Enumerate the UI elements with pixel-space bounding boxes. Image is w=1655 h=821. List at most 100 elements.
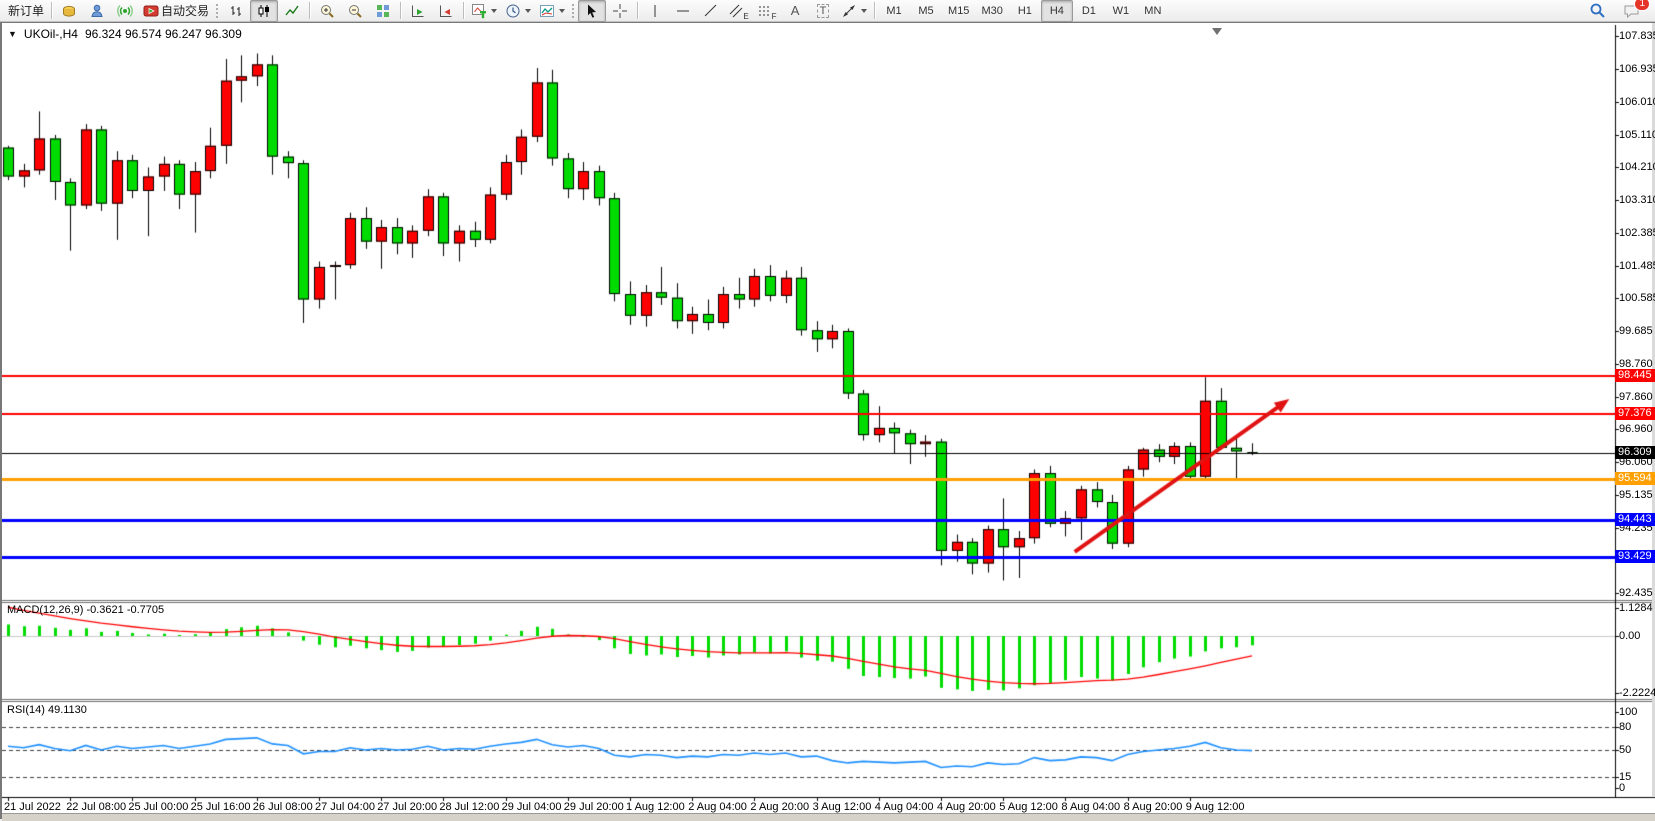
timeframe-m1-button[interactable]: M1 <box>886 4 902 17</box>
time-axis-label: 29 Jul 20:00 <box>563 801 624 813</box>
time-axis-label: 5 Aug 12:00 <box>999 801 1058 813</box>
new-order-button[interactable]: 新订单 <box>4 0 48 22</box>
tile-windows-button[interactable] <box>369 0 397 22</box>
status-strip <box>2 813 1655 821</box>
macd-tick-label: -2.2224 <box>1619 687 1655 700</box>
time-axis-label: 4 Aug 20:00 <box>937 801 996 813</box>
profile-next-icon <box>410 3 426 19</box>
cursor-button[interactable] <box>578 0 607 22</box>
profile-prev-button[interactable] <box>432 0 460 22</box>
indicators-button[interactable] <box>535 0 569 22</box>
signals-button[interactable] <box>111 0 139 22</box>
chevron-down-icon <box>559 8 566 13</box>
crosshair-button[interactable] <box>606 0 634 22</box>
price-tick-label: 92.435 <box>1619 587 1653 599</box>
line-chart-icon <box>284 3 300 19</box>
text-button[interactable]: A <box>781 0 809 22</box>
quick-trade-toggle-icon[interactable]: ▼ <box>8 29 17 39</box>
fibonacci-icon <box>758 3 772 19</box>
search-button[interactable] <box>1583 0 1611 22</box>
text-label-button[interactable]: T <box>809 0 837 22</box>
zoom-out-button[interactable] <box>341 0 369 22</box>
time-axis-label: 22 Jul 08:00 <box>66 801 127 813</box>
timeframe-m15-button[interactable]: M15 <box>948 4 970 17</box>
price-tick-label: 103.310 <box>1619 193 1655 206</box>
time-axis-label: 29 Jul 04:00 <box>501 801 562 813</box>
fibonacci-button[interactable]: F <box>753 0 781 22</box>
rsi-tick-label: 15 <box>1619 770 1632 783</box>
price-tick-label: 98.760 <box>1619 358 1653 371</box>
timeframe-m5-button[interactable]: M5 <box>918 4 934 17</box>
chevron-down-icon <box>491 8 498 13</box>
cursor-icon <box>584 3 600 19</box>
hline-icon <box>675 3 691 19</box>
trendline-button[interactable] <box>697 0 725 22</box>
timeframe-d1-button[interactable]: D1 <box>1081 4 1096 17</box>
chevron-down-icon <box>525 8 532 13</box>
price-tick-label: 107.835 <box>1619 30 1655 42</box>
auto-trading-label: 自动交易 <box>161 4 210 18</box>
price-tick-label: 106.010 <box>1619 96 1655 108</box>
chart-shift-marker-icon[interactable] <box>1212 28 1222 35</box>
macd-tick-label: 1.1284 <box>1619 602 1653 614</box>
price-level-badge: 93.429 <box>1615 550 1655 564</box>
price-tick-label: 96.060 <box>1619 455 1653 468</box>
arrows-icon <box>841 3 857 19</box>
price-level-badge: 97.376 <box>1615 407 1655 421</box>
price-tick-label: 106.935 <box>1619 62 1655 75</box>
chart-symbol-period: UKOil-,H4 <box>23 27 78 41</box>
text-icon: A <box>790 3 800 18</box>
notification-badge: 1 <box>1634 0 1650 11</box>
toolbar-separator <box>309 2 311 19</box>
crosshair-icon <box>612 3 628 19</box>
time-axis-label: 26 Jul 08:00 <box>252 801 313 813</box>
toolbar-separator <box>874 2 876 19</box>
new-order-label: 新订单 <box>8 4 45 18</box>
fibonacci-letter: F <box>771 11 777 21</box>
timeframe-h4-button[interactable]: H4 <box>1040 0 1073 22</box>
periods-button[interactable] <box>501 0 535 22</box>
zoom-in-icon <box>319 3 335 19</box>
timeframe-mn-button[interactable]: MN <box>1144 4 1162 17</box>
toolbar-grip[interactable] <box>215 2 221 19</box>
zoom-out-icon <box>347 3 363 19</box>
coins-icon <box>61 3 77 19</box>
time-axis-label: 25 Jul 00:00 <box>128 801 189 813</box>
tile-windows-icon <box>375 3 391 19</box>
time-axis-label: 2 Aug 20:00 <box>750 801 810 813</box>
candle-chart-icon <box>256 3 272 19</box>
search-icon <box>1589 2 1606 19</box>
zoom-in-button[interactable] <box>313 0 341 22</box>
time-axis-label: 8 Aug 04:00 <box>1061 801 1121 813</box>
toolbar-separator <box>400 2 402 19</box>
notifications-button[interactable]: 1 <box>1617 0 1650 22</box>
candle-chart-button[interactable] <box>250 0 279 22</box>
arrows-button[interactable] <box>837 0 871 22</box>
time-axis-label: 9 Aug 12:00 <box>1185 801 1245 813</box>
vline-icon <box>647 3 663 19</box>
contacts-button[interactable] <box>83 0 111 22</box>
time-axis-label: 28 Jul 12:00 <box>439 801 500 813</box>
new-chart-button[interactable] <box>467 0 501 22</box>
timeframe-w1-button[interactable]: W1 <box>1112 4 1130 17</box>
horizontal-line-button[interactable] <box>669 0 697 22</box>
time-axis-label: 21 Jul 2022 <box>4 801 61 813</box>
profile-prev-icon <box>438 3 454 19</box>
auto-trading-button[interactable]: 自动交易 <box>139 0 213 22</box>
toolbar-grip[interactable] <box>571 2 577 19</box>
bar-chart-icon <box>228 3 244 19</box>
market-watch-button[interactable] <box>55 0 83 22</box>
bar-chart-button[interactable] <box>222 0 250 22</box>
time-axis-label: 8 Aug 20:00 <box>1123 801 1183 813</box>
time-axis-label: 3 Aug 12:00 <box>812 801 872 813</box>
line-chart-button[interactable] <box>278 0 306 22</box>
chart-window: ▼ UKOil-,H4 96.324 96.574 96.247 96.309 … <box>0 22 1655 821</box>
time-axis-label: 1 Aug 12:00 <box>626 801 685 813</box>
channel-button[interactable]: E <box>725 0 753 22</box>
timeframe-m30-button[interactable]: M30 <box>981 4 1003 17</box>
chart-canvas[interactable] <box>2 23 1655 820</box>
profile-next-button[interactable] <box>404 0 432 22</box>
price-level-badge: 96.309 <box>1615 445 1655 459</box>
vertical-line-button[interactable] <box>641 0 669 22</box>
timeframe-h1-button[interactable]: H1 <box>1017 4 1032 17</box>
